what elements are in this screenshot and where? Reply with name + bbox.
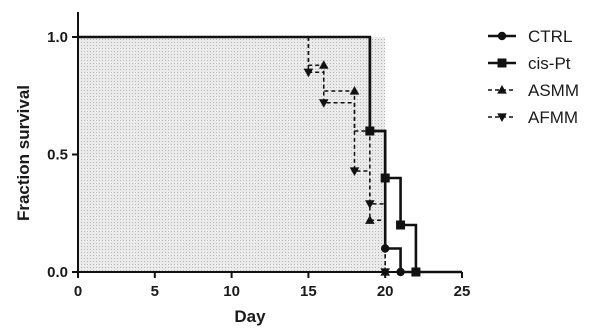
series-point-asmm-1	[349, 86, 360, 95]
series-point-afmm-2	[349, 167, 360, 176]
y-tick-label: 0.0	[47, 264, 68, 281]
x-tick-label: 10	[223, 283, 240, 300]
y-tick-label: 1.0	[47, 29, 68, 46]
series-point-afmm-0	[303, 68, 314, 78]
x-tick-label: 15	[300, 283, 317, 300]
legend-marker-ctrl	[497, 31, 507, 41]
axes	[72, 12, 463, 278]
y-tick-label: 0.5	[47, 147, 68, 164]
legend-marker-afmm	[497, 113, 507, 122]
series-point-ctrl-0	[381, 244, 390, 253]
legend: CTRL cis-Pt ASMM AFMM	[488, 27, 579, 127]
series-point-afmm-1	[318, 99, 329, 108]
y-axis-title: Fraction survival	[14, 85, 33, 221]
x-tick-label: 0	[74, 283, 82, 300]
legend-marker-asmm	[497, 85, 507, 94]
legend-marker-cis-pt	[497, 58, 507, 68]
legend-label-afmm: AFMM	[528, 108, 578, 127]
series-point-cis-pt-2	[396, 220, 406, 230]
x-tick-label: 20	[377, 283, 394, 300]
tick-labels: 0 5 10 15 20 25 0.0 0.5 1.0	[47, 29, 470, 300]
x-axis-title: Day	[234, 307, 266, 326]
series-line-afmm	[307, 37, 386, 272]
x-tick-label: 25	[454, 283, 471, 300]
shaded-area	[78, 37, 386, 272]
series-point-asmm-0	[318, 60, 329, 69]
x-tick-label: 5	[151, 283, 159, 300]
legend-label-ctrl: CTRL	[528, 27, 572, 46]
series-point-asmm-2	[365, 215, 375, 224]
legend-label-cis-pt: cis-Pt	[528, 54, 571, 73]
shaded-region	[78, 37, 386, 272]
series-point-afmm-3	[365, 200, 375, 209]
legend-label-asmm: ASMM	[528, 81, 579, 100]
